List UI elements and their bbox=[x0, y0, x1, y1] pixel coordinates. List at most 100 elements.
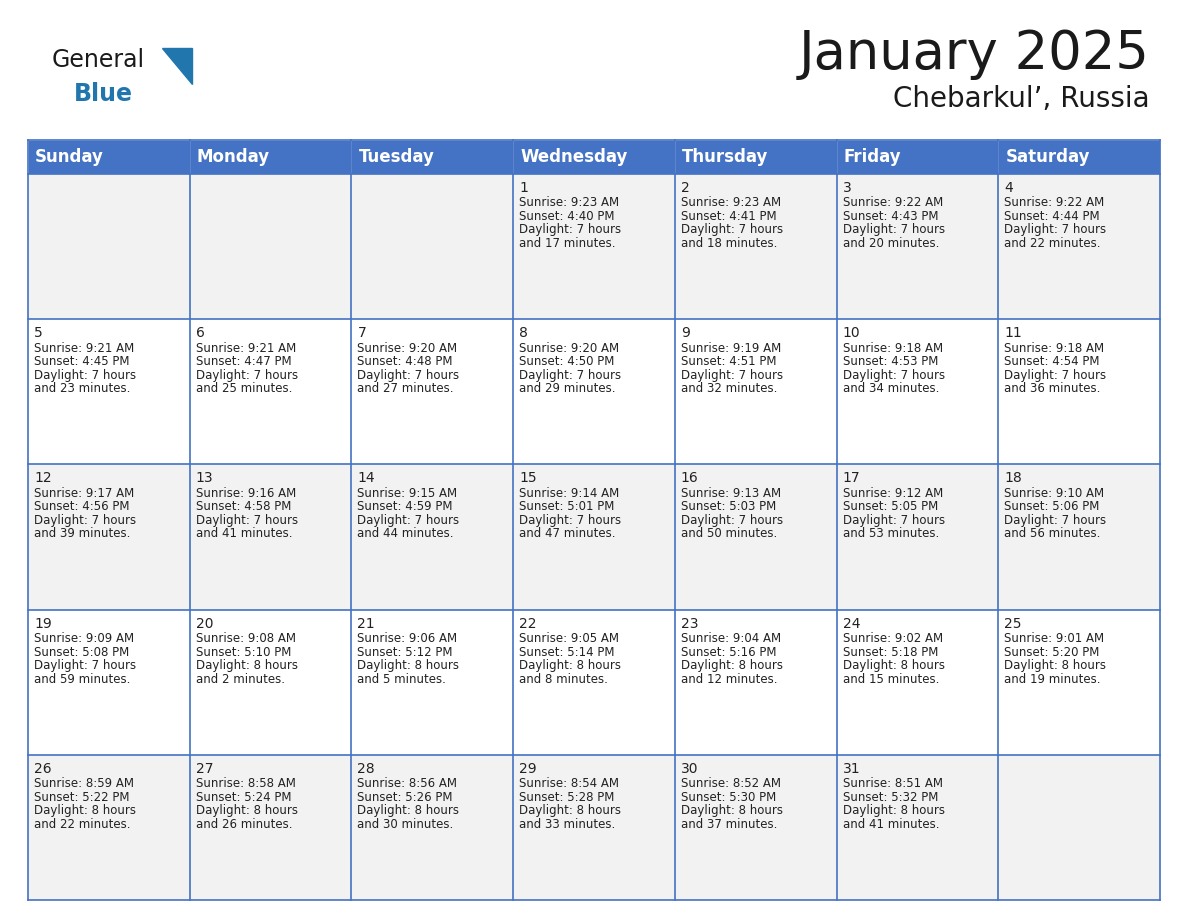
Text: Sunrise: 9:04 AM: Sunrise: 9:04 AM bbox=[681, 633, 781, 645]
Text: Sunset: 4:45 PM: Sunset: 4:45 PM bbox=[34, 355, 129, 368]
Bar bbox=[513, 465, 675, 610]
Text: Daylight: 7 hours: Daylight: 7 hours bbox=[519, 369, 621, 382]
Text: Sunset: 4:48 PM: Sunset: 4:48 PM bbox=[358, 355, 453, 368]
Text: and 32 minutes.: and 32 minutes. bbox=[681, 382, 777, 396]
Text: Sunrise: 9:21 AM: Sunrise: 9:21 AM bbox=[34, 341, 134, 354]
Text: Sunset: 5:16 PM: Sunset: 5:16 PM bbox=[681, 645, 776, 658]
Text: and 20 minutes.: and 20 minutes. bbox=[842, 237, 939, 250]
Text: Sunrise: 9:09 AM: Sunrise: 9:09 AM bbox=[34, 633, 134, 645]
Text: Sunrise: 9:17 AM: Sunrise: 9:17 AM bbox=[34, 487, 134, 500]
Text: Sunrise: 9:01 AM: Sunrise: 9:01 AM bbox=[1004, 633, 1105, 645]
Text: 1: 1 bbox=[519, 181, 527, 195]
Bar bbox=[836, 140, 998, 174]
Text: Sunset: 5:01 PM: Sunset: 5:01 PM bbox=[519, 500, 614, 513]
Text: Daylight: 8 hours: Daylight: 8 hours bbox=[1004, 659, 1106, 672]
Bar bbox=[675, 465, 836, 610]
Text: Daylight: 8 hours: Daylight: 8 hours bbox=[842, 804, 944, 817]
Text: 14: 14 bbox=[358, 472, 375, 486]
Text: 27: 27 bbox=[196, 762, 213, 776]
Text: Sunrise: 8:51 AM: Sunrise: 8:51 AM bbox=[842, 778, 942, 790]
Text: Daylight: 8 hours: Daylight: 8 hours bbox=[519, 659, 621, 672]
Text: 20: 20 bbox=[196, 617, 213, 631]
Text: 30: 30 bbox=[681, 762, 699, 776]
Bar bbox=[190, 174, 352, 319]
Text: Daylight: 8 hours: Daylight: 8 hours bbox=[358, 804, 460, 817]
Text: and 37 minutes.: and 37 minutes. bbox=[681, 818, 777, 831]
Text: Sunrise: 9:22 AM: Sunrise: 9:22 AM bbox=[842, 196, 943, 209]
Text: Sunset: 5:10 PM: Sunset: 5:10 PM bbox=[196, 645, 291, 658]
Text: January 2025: January 2025 bbox=[800, 28, 1150, 80]
Text: Sunrise: 9:14 AM: Sunrise: 9:14 AM bbox=[519, 487, 619, 500]
Text: and 41 minutes.: and 41 minutes. bbox=[196, 528, 292, 541]
Text: 18: 18 bbox=[1004, 472, 1022, 486]
Text: Sunrise: 9:10 AM: Sunrise: 9:10 AM bbox=[1004, 487, 1105, 500]
Text: Daylight: 7 hours: Daylight: 7 hours bbox=[519, 514, 621, 527]
Bar bbox=[29, 319, 190, 465]
Text: Sunset: 5:20 PM: Sunset: 5:20 PM bbox=[1004, 645, 1100, 658]
Text: Blue: Blue bbox=[74, 82, 133, 106]
Text: Daylight: 7 hours: Daylight: 7 hours bbox=[681, 514, 783, 527]
Text: Daylight: 7 hours: Daylight: 7 hours bbox=[842, 223, 944, 237]
Bar bbox=[513, 610, 675, 755]
Text: Thursday: Thursday bbox=[682, 148, 769, 166]
Text: and 33 minutes.: and 33 minutes. bbox=[519, 818, 615, 831]
Bar bbox=[190, 140, 352, 174]
Text: Sunrise: 9:08 AM: Sunrise: 9:08 AM bbox=[196, 633, 296, 645]
Bar bbox=[675, 610, 836, 755]
Text: Monday: Monday bbox=[197, 148, 270, 166]
Text: Sunset: 4:54 PM: Sunset: 4:54 PM bbox=[1004, 355, 1100, 368]
Text: and 53 minutes.: and 53 minutes. bbox=[842, 528, 939, 541]
Text: and 29 minutes.: and 29 minutes. bbox=[519, 382, 615, 396]
Text: Daylight: 8 hours: Daylight: 8 hours bbox=[519, 804, 621, 817]
Text: Daylight: 8 hours: Daylight: 8 hours bbox=[681, 804, 783, 817]
Text: Sunset: 5:18 PM: Sunset: 5:18 PM bbox=[842, 645, 939, 658]
Text: and 30 minutes.: and 30 minutes. bbox=[358, 818, 454, 831]
Text: Daylight: 8 hours: Daylight: 8 hours bbox=[681, 659, 783, 672]
Bar bbox=[836, 610, 998, 755]
Text: Daylight: 7 hours: Daylight: 7 hours bbox=[358, 369, 460, 382]
Text: and 15 minutes.: and 15 minutes. bbox=[842, 673, 939, 686]
Text: Sunset: 5:32 PM: Sunset: 5:32 PM bbox=[842, 790, 939, 804]
Bar bbox=[998, 465, 1159, 610]
Text: 10: 10 bbox=[842, 326, 860, 341]
Text: Sunrise: 9:19 AM: Sunrise: 9:19 AM bbox=[681, 341, 781, 354]
Text: 13: 13 bbox=[196, 472, 214, 486]
Text: 17: 17 bbox=[842, 472, 860, 486]
Text: and 27 minutes.: and 27 minutes. bbox=[358, 382, 454, 396]
Text: 3: 3 bbox=[842, 181, 852, 195]
Text: Sunset: 5:30 PM: Sunset: 5:30 PM bbox=[681, 790, 776, 804]
Text: and 23 minutes.: and 23 minutes. bbox=[34, 382, 131, 396]
Text: Daylight: 7 hours: Daylight: 7 hours bbox=[196, 514, 298, 527]
Bar bbox=[675, 140, 836, 174]
Text: and 8 minutes.: and 8 minutes. bbox=[519, 673, 608, 686]
Text: Chebarkul’, Russia: Chebarkul’, Russia bbox=[893, 85, 1150, 113]
Text: Sunset: 4:44 PM: Sunset: 4:44 PM bbox=[1004, 210, 1100, 223]
Text: and 41 minutes.: and 41 minutes. bbox=[842, 818, 939, 831]
Polygon shape bbox=[162, 48, 192, 84]
Bar bbox=[29, 610, 190, 755]
Text: Daylight: 8 hours: Daylight: 8 hours bbox=[358, 659, 460, 672]
Text: Daylight: 7 hours: Daylight: 7 hours bbox=[358, 514, 460, 527]
Text: Sunset: 4:47 PM: Sunset: 4:47 PM bbox=[196, 355, 291, 368]
Text: Sunrise: 9:20 AM: Sunrise: 9:20 AM bbox=[358, 341, 457, 354]
Bar bbox=[352, 319, 513, 465]
Text: 31: 31 bbox=[842, 762, 860, 776]
Bar bbox=[836, 755, 998, 900]
Text: 25: 25 bbox=[1004, 617, 1022, 631]
Text: Sunrise: 9:23 AM: Sunrise: 9:23 AM bbox=[519, 196, 619, 209]
Text: 2: 2 bbox=[681, 181, 689, 195]
Text: and 22 minutes.: and 22 minutes. bbox=[1004, 237, 1101, 250]
Text: Sunset: 4:51 PM: Sunset: 4:51 PM bbox=[681, 355, 776, 368]
Text: Wednesday: Wednesday bbox=[520, 148, 627, 166]
Text: 24: 24 bbox=[842, 617, 860, 631]
Text: and 26 minutes.: and 26 minutes. bbox=[196, 818, 292, 831]
Text: Daylight: 8 hours: Daylight: 8 hours bbox=[196, 804, 298, 817]
Text: Sunset: 5:08 PM: Sunset: 5:08 PM bbox=[34, 645, 129, 658]
Text: 16: 16 bbox=[681, 472, 699, 486]
Text: Sunrise: 9:23 AM: Sunrise: 9:23 AM bbox=[681, 196, 781, 209]
Text: 26: 26 bbox=[34, 762, 51, 776]
Bar bbox=[190, 610, 352, 755]
Text: and 59 minutes.: and 59 minutes. bbox=[34, 673, 131, 686]
Text: 15: 15 bbox=[519, 472, 537, 486]
Text: Sunset: 5:22 PM: Sunset: 5:22 PM bbox=[34, 790, 129, 804]
